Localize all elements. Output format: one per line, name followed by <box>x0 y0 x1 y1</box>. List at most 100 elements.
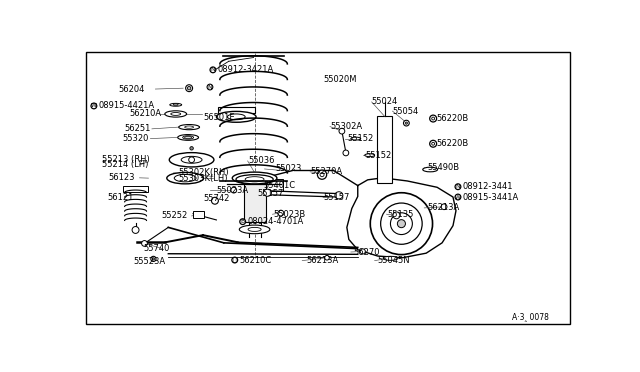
Text: 55302K(RH): 55302K(RH) <box>178 169 229 177</box>
Text: 55054: 55054 <box>392 107 419 116</box>
Circle shape <box>232 257 237 263</box>
Text: N: N <box>207 84 212 90</box>
Ellipse shape <box>179 125 200 130</box>
Text: 08915-4421A: 08915-4421A <box>99 102 155 110</box>
Text: 56210A: 56210A <box>129 109 162 118</box>
Ellipse shape <box>182 136 193 139</box>
Circle shape <box>393 212 400 219</box>
Circle shape <box>211 197 218 204</box>
Text: 55401C: 55401C <box>264 181 296 190</box>
Circle shape <box>151 256 156 262</box>
Ellipse shape <box>232 172 277 184</box>
Text: 56210C: 56210C <box>240 256 272 264</box>
Text: 55023A: 55023A <box>216 186 248 195</box>
Text: 55742: 55742 <box>203 194 229 203</box>
Text: 55270A: 55270A <box>310 167 342 176</box>
Text: 55036: 55036 <box>249 157 275 166</box>
Text: 55302A: 55302A <box>330 122 362 131</box>
Circle shape <box>360 249 365 254</box>
Text: 56501E: 56501E <box>203 113 235 122</box>
Circle shape <box>432 142 435 145</box>
Text: 56270: 56270 <box>354 247 380 257</box>
Text: 55320: 55320 <box>122 134 148 143</box>
Circle shape <box>188 86 191 90</box>
Circle shape <box>405 122 408 124</box>
Circle shape <box>403 120 409 126</box>
Circle shape <box>207 84 213 90</box>
Circle shape <box>141 241 147 246</box>
Ellipse shape <box>170 103 182 106</box>
Ellipse shape <box>227 114 245 120</box>
Ellipse shape <box>365 154 374 157</box>
Text: 56121: 56121 <box>108 193 134 202</box>
Text: Ⓜ: Ⓜ <box>233 257 237 263</box>
Ellipse shape <box>351 137 361 140</box>
Ellipse shape <box>248 227 261 231</box>
Text: 55023: 55023 <box>275 164 301 173</box>
Text: 55020M: 55020M <box>323 75 356 84</box>
Bar <box>193 211 204 218</box>
Text: B: B <box>241 219 244 224</box>
Circle shape <box>278 210 284 216</box>
Circle shape <box>189 157 195 163</box>
Circle shape <box>455 194 461 200</box>
Text: 55024: 55024 <box>372 97 398 106</box>
Bar <box>123 186 148 192</box>
Text: 55152: 55152 <box>365 151 392 160</box>
Text: 55252: 55252 <box>162 211 188 221</box>
Text: 56213A: 56213A <box>428 203 460 212</box>
Circle shape <box>339 128 345 134</box>
Text: N: N <box>456 184 460 189</box>
Circle shape <box>317 170 326 179</box>
Circle shape <box>132 227 139 233</box>
Circle shape <box>343 150 349 156</box>
Ellipse shape <box>173 104 178 106</box>
Text: 55523A: 55523A <box>134 257 166 266</box>
Text: 56204: 56204 <box>118 84 145 93</box>
Text: 55214 (LH): 55214 (LH) <box>102 160 148 169</box>
Text: 55303K(LH): 55303K(LH) <box>178 174 228 183</box>
Text: W: W <box>91 103 97 109</box>
Ellipse shape <box>167 172 204 184</box>
Text: 55490B: 55490B <box>428 163 460 172</box>
Circle shape <box>397 219 406 228</box>
Circle shape <box>210 67 216 73</box>
Circle shape <box>190 147 193 150</box>
Circle shape <box>455 184 461 190</box>
Ellipse shape <box>216 111 256 122</box>
Ellipse shape <box>423 167 438 172</box>
Text: 08912-3441: 08912-3441 <box>463 182 513 191</box>
Text: 08915-3441A: 08915-3441A <box>463 193 519 202</box>
Text: 55157: 55157 <box>257 189 284 198</box>
Circle shape <box>432 117 435 120</box>
Text: 56220B: 56220B <box>436 114 468 123</box>
Circle shape <box>91 103 97 109</box>
Text: 55213 (RH): 55213 (RH) <box>102 155 150 164</box>
Text: 56213A: 56213A <box>306 256 339 265</box>
Bar <box>264 179 284 191</box>
Text: 55152: 55152 <box>348 134 374 143</box>
Text: 56220B: 56220B <box>436 139 468 148</box>
Ellipse shape <box>264 189 271 196</box>
Circle shape <box>441 204 447 210</box>
Circle shape <box>320 173 324 177</box>
Ellipse shape <box>242 175 267 181</box>
Text: 55023B: 55023B <box>273 210 306 219</box>
Ellipse shape <box>236 175 273 184</box>
Bar <box>218 107 255 113</box>
Ellipse shape <box>178 135 198 140</box>
Circle shape <box>231 187 237 193</box>
Circle shape <box>324 256 330 260</box>
Circle shape <box>390 213 412 235</box>
Ellipse shape <box>335 192 343 199</box>
Text: 55740: 55740 <box>143 244 170 253</box>
Circle shape <box>240 219 246 225</box>
Text: 08024-4701A: 08024-4701A <box>248 217 304 226</box>
Text: 55045N: 55045N <box>378 256 410 265</box>
Circle shape <box>381 203 422 244</box>
Text: 55135: 55135 <box>388 210 414 219</box>
Circle shape <box>429 140 436 147</box>
Circle shape <box>186 85 193 92</box>
Ellipse shape <box>170 153 214 167</box>
Text: 56251: 56251 <box>125 124 151 133</box>
